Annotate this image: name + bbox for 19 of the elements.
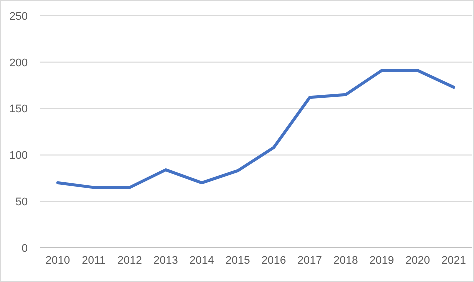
x-tick-label: 2018 [334, 255, 358, 267]
x-tick-label: 2017 [298, 255, 322, 267]
x-tick-label: 2014 [190, 255, 214, 267]
x-tick-label: 2011 [82, 255, 106, 267]
y-tick-label: 200 [10, 57, 28, 70]
x-tick-label: 2013 [154, 255, 178, 267]
y-tick-label: 0 [22, 242, 28, 255]
line-series [56, 69, 456, 190]
y-tick-label: 250 [10, 10, 28, 23]
y-tick-label: 150 [10, 104, 28, 116]
x-tick-label: 2020 [406, 255, 430, 267]
y-tick-label: 100 [10, 150, 28, 162]
y-tick-label: 50 [16, 196, 28, 208]
x-tick-label: 2012 [118, 255, 142, 267]
x-tick-label: 2019 [370, 255, 394, 267]
x-tick-label: 2010 [46, 255, 70, 267]
x-tick-label: 2015 [226, 255, 250, 267]
x-tick-label: 2016 [262, 255, 286, 267]
x-tick-label: 2021 [442, 255, 466, 267]
